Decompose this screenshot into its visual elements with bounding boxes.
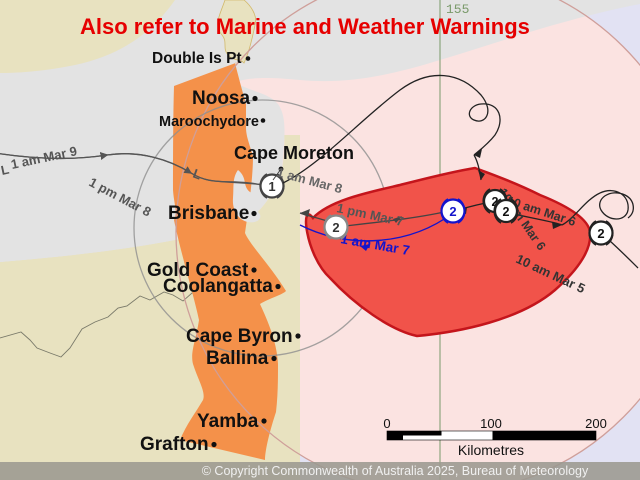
svg-text:2: 2 [597, 226, 604, 241]
svg-text:0: 0 [383, 416, 390, 431]
svg-text:© Copyright Commonwealth of Au: © Copyright Commonwealth of Australia 20… [202, 464, 589, 478]
svg-text:2: 2 [503, 205, 510, 219]
svg-text:2: 2 [449, 204, 456, 219]
svg-text:100: 100 [480, 416, 502, 431]
svg-text:1: 1 [268, 179, 275, 194]
svg-text:Coolangatta: Coolangatta [163, 276, 273, 297]
svg-text:155: 155 [446, 2, 469, 17]
svg-text:Also refer to Marine and Weath: Also refer to Marine and Weather Warning… [80, 14, 530, 39]
svg-text:Ballina: Ballina [206, 348, 269, 369]
svg-text:Double Is Pt: Double Is Pt [152, 50, 242, 67]
svg-text:200: 200 [585, 416, 607, 431]
svg-text:Cape Byron: Cape Byron [186, 326, 293, 347]
svg-text:Yamba: Yamba [197, 411, 259, 432]
svg-text:Cape Moreton: Cape Moreton [234, 143, 354, 163]
svg-text:Grafton: Grafton [140, 434, 209, 455]
svg-text:Maroochydore: Maroochydore [159, 114, 259, 130]
svg-text:Brisbane: Brisbane [168, 203, 249, 224]
svg-text:2: 2 [332, 220, 339, 235]
svg-text:Kilometres: Kilometres [458, 442, 524, 458]
svg-text:Noosa: Noosa [192, 88, 251, 109]
